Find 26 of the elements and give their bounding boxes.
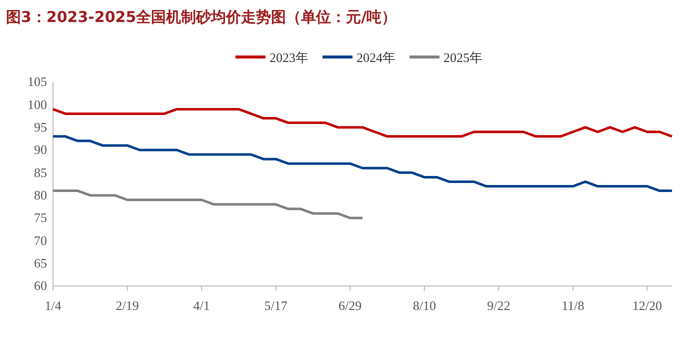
x-tick-label: 2/19 — [116, 298, 139, 314]
x-tick-label: 8/10 — [412, 298, 436, 314]
x-tick-label: 5/17 — [264, 298, 288, 314]
line-series — [52, 108, 674, 138]
x-tick-label: 11/8 — [562, 298, 584, 314]
x-tick-label: 4/1 — [193, 298, 210, 314]
legend-label: 2023年 — [270, 50, 308, 65]
y-tick-label: 95 — [34, 119, 47, 134]
y-tick-label: 60 — [34, 278, 47, 294]
y-tick-label: 80 — [34, 187, 47, 202]
y-tick-label: 75 — [34, 210, 47, 226]
y-tick-label: 105 — [28, 74, 47, 90]
y-tick-label: 85 — [34, 164, 47, 180]
y-tick-label: 100 — [28, 96, 47, 112]
line-series — [52, 135, 674, 192]
chart-title: 图3：2023-2025全国机制砂均价走势图（单位：元/吨） — [6, 8, 397, 26]
line-series — [52, 190, 364, 220]
y-tick-label: 65 — [34, 255, 47, 270]
y-tick-label: 90 — [34, 142, 47, 158]
legend-label: 2025年 — [444, 50, 482, 65]
x-tick-label: 9/22 — [487, 298, 510, 314]
x-tick-label: 6/29 — [338, 298, 362, 314]
x-tick-label: 1/4 — [44, 298, 62, 314]
x-tick-label: 12/20 — [632, 298, 662, 314]
y-tick-label: 70 — [34, 232, 47, 248]
legend-label: 2024年 — [356, 50, 396, 65]
